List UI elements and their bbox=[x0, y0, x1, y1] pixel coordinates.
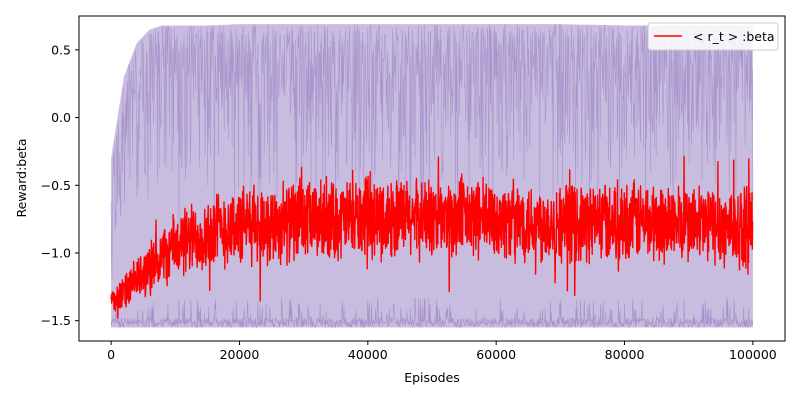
variance-band-upper-noise bbox=[110, 23, 754, 280]
x-tick-label-4: 80000 bbox=[605, 347, 645, 362]
x-axis: 0 20000 40000 60000 80000 100000 bbox=[107, 341, 777, 362]
y-axis: −1.5 −1.0 −0.5 0.0 0.5 bbox=[41, 42, 79, 328]
y-tick-label-3: 0.0 bbox=[51, 110, 71, 125]
x-tick-label-0: 0 bbox=[107, 347, 115, 362]
legend-entry-label: < r_t > :beta bbox=[693, 29, 775, 44]
y-tick-label-1: −1.0 bbox=[41, 245, 71, 260]
x-tick-label-5: 100000 bbox=[729, 347, 777, 362]
variance-band-lower-noise bbox=[110, 297, 754, 329]
series-line-0 bbox=[110, 155, 754, 319]
plot-area bbox=[110, 23, 754, 329]
axes-frame bbox=[78, 15, 786, 342]
legend-box bbox=[647, 22, 779, 51]
y-axis-label: Reward:beta bbox=[14, 139, 29, 218]
x-tick-label-1: 20000 bbox=[220, 347, 260, 362]
y-tick-label-0: −1.5 bbox=[41, 313, 71, 328]
y-tick-label-2: −0.5 bbox=[41, 178, 71, 193]
x-axis-label: Episodes bbox=[404, 370, 460, 385]
x-tick-label-3: 60000 bbox=[476, 347, 516, 362]
x-tick-label-2: 40000 bbox=[348, 347, 388, 362]
legend: < r_t > :beta bbox=[647, 22, 779, 51]
y-tick-label-4: 0.5 bbox=[51, 42, 71, 57]
